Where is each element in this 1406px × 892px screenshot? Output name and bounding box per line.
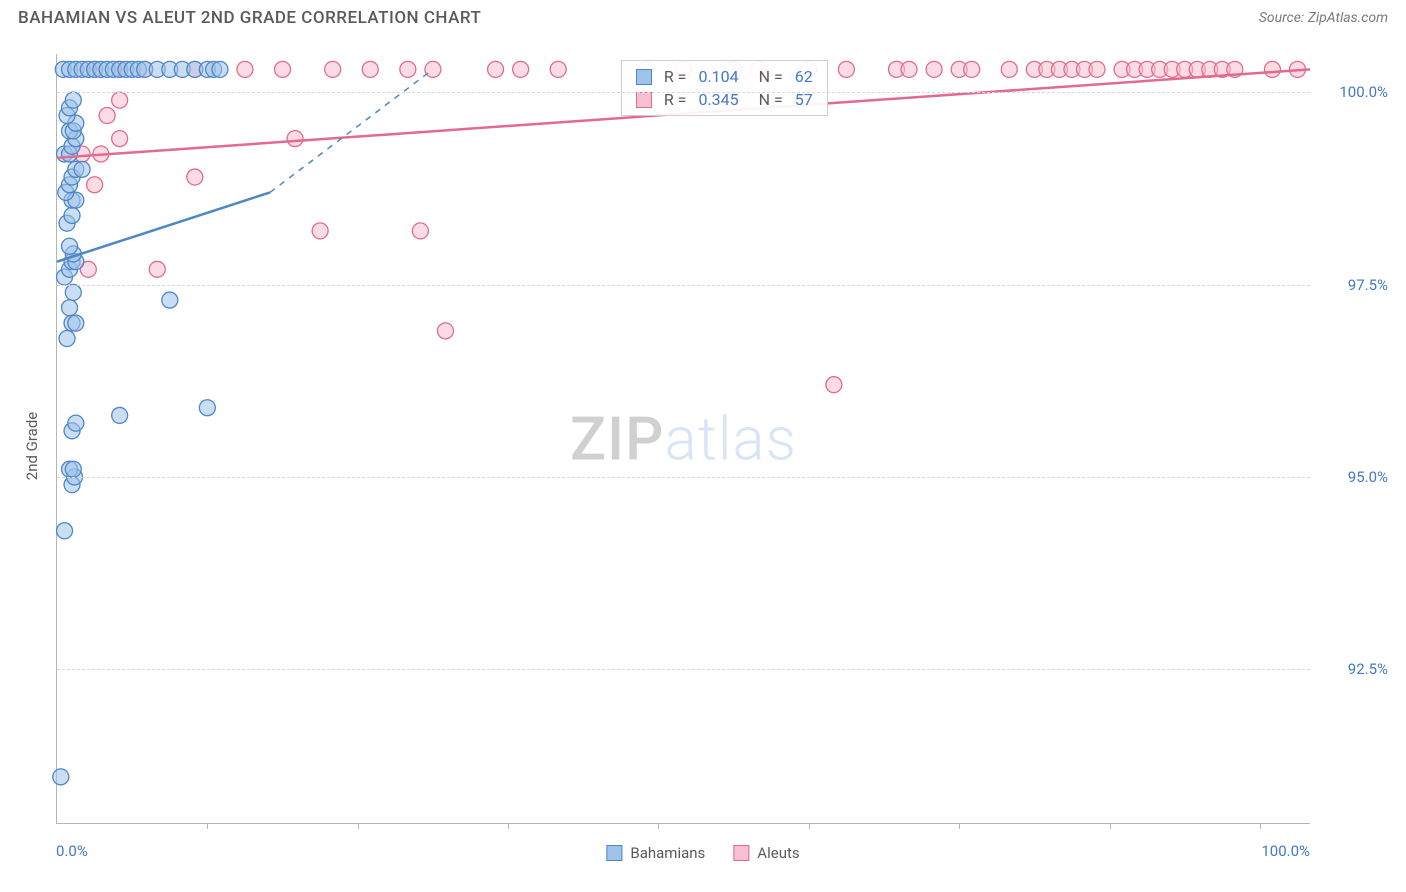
y-axis-tick: 100.0% <box>1339 83 1388 101</box>
legend-label-aleuts: Aleuts <box>757 844 799 862</box>
y-axis-tick: 95.0% <box>1348 468 1388 486</box>
plot-area: ZIPatlas R = 0.104 N = 62 R = 0.345 N = … <box>56 54 1310 824</box>
r-value-bahamians: 0.104 <box>698 67 738 86</box>
x-axis-tick-min: 0.0% <box>56 842 88 860</box>
x-axis-tick-max: 100.0% <box>1261 842 1310 860</box>
legend: Bahamians Aleuts <box>606 844 799 862</box>
legend-item-aleuts[interactable]: Aleuts <box>733 844 799 862</box>
y-axis-label: 2nd Grade <box>23 412 41 480</box>
y-axis-tick: 92.5% <box>1348 660 1388 678</box>
swatch-bahamians-icon <box>606 845 622 861</box>
legend-label-bahamians: Bahamians <box>630 844 705 862</box>
source-attribution: Source: ZipAtlas.com <box>1259 10 1388 26</box>
swatch-bahamians-icon <box>636 69 652 85</box>
scatter-svg <box>57 54 1310 823</box>
correlation-stats-box: R = 0.104 N = 62 R = 0.345 N = 57 <box>621 60 828 116</box>
y-axis-tick: 97.5% <box>1348 276 1388 294</box>
stats-row-aleuts: R = 0.345 N = 57 <box>636 88 813 111</box>
swatch-aleuts-icon <box>733 845 749 861</box>
swatch-aleuts-icon <box>636 92 652 108</box>
legend-item-bahamians[interactable]: Bahamians <box>606 844 705 862</box>
n-value-bahamians: 62 <box>795 67 813 86</box>
stats-row-bahamians: R = 0.104 N = 62 <box>636 65 813 88</box>
chart-title: BAHAMIAN VS ALEUT 2ND GRADE CORRELATION … <box>18 8 481 28</box>
